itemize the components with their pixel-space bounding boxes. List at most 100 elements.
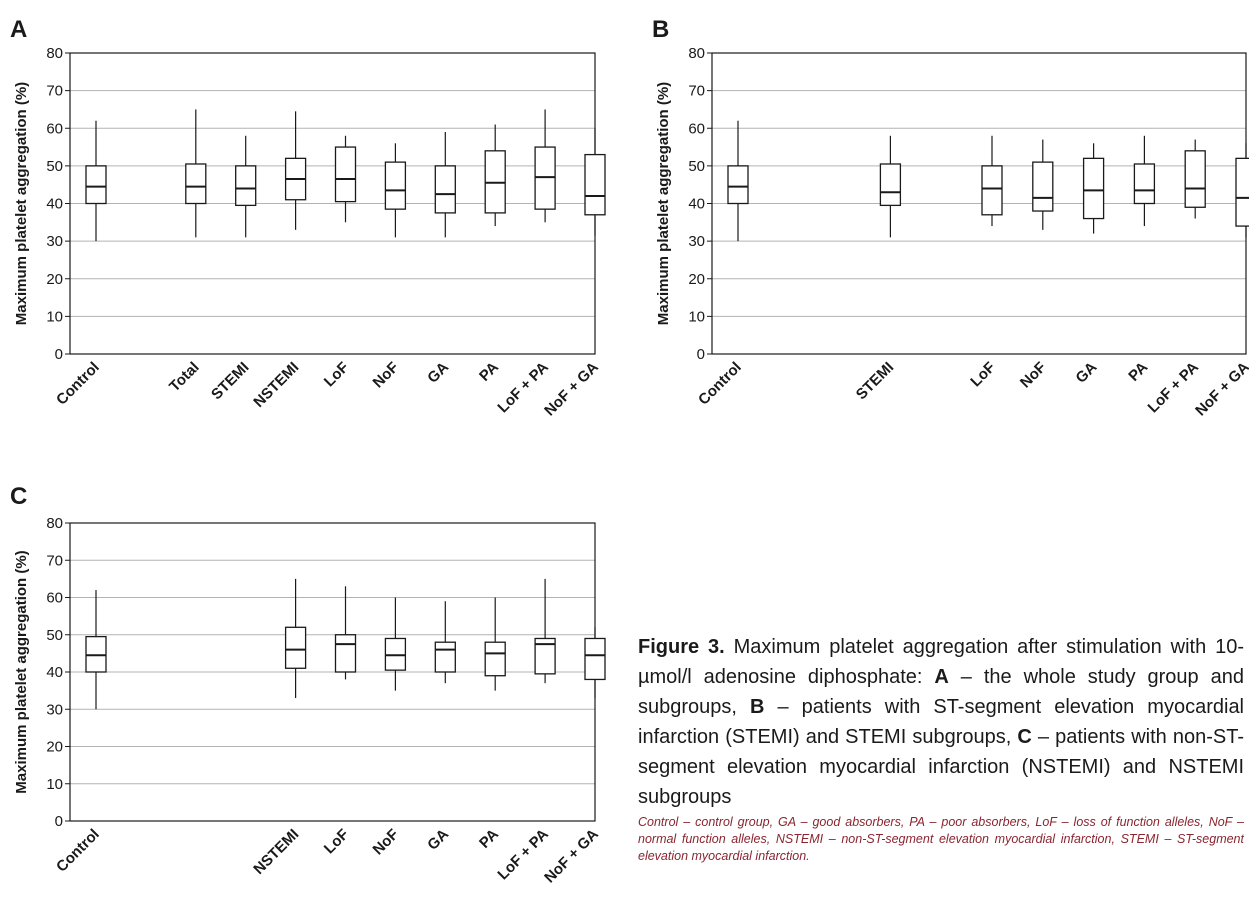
y-tick-label: 80 [46, 515, 63, 532]
box-control [85, 590, 107, 710]
category-label: NSTEMI [250, 826, 302, 878]
box-pa [1133, 135, 1156, 227]
iqr-box [534, 637, 556, 675]
iqr-box [185, 163, 207, 205]
box-nof [384, 143, 407, 238]
box-stemi [235, 135, 257, 238]
y-tick-label: 30 [46, 701, 63, 718]
category-label: NSTEMI [250, 359, 302, 411]
category-label: PA [1125, 359, 1151, 385]
category-label: LoF [967, 359, 998, 390]
box-total [185, 109, 207, 238]
iqr-box [879, 163, 902, 207]
box-stemi [879, 135, 902, 238]
figure-caption: Figure 3. Maximum platelet aggregation a… [638, 632, 1244, 864]
box-nof-ga [1235, 143, 1249, 238]
category-label: PA [476, 826, 502, 852]
box-lof [981, 135, 1003, 227]
box-ga [1082, 143, 1105, 234]
caption-item-text: – patients with ST-segment elevation myo… [638, 696, 1245, 748]
y-tick-label: 50 [46, 627, 63, 644]
category-label: GA [1072, 359, 1100, 387]
iqr-box [484, 641, 506, 677]
box-nstemi [284, 111, 307, 230]
category-label: Control [53, 359, 103, 409]
panel-letter: C [10, 483, 28, 510]
category-label: Total [166, 359, 203, 396]
category-label: NoF + GA [541, 826, 602, 887]
category-label: LoF [321, 826, 352, 857]
y-tick-label: 40 [46, 664, 63, 681]
y-tick-label: 0 [55, 813, 63, 830]
iqr-box [434, 165, 456, 214]
box-nof [1032, 139, 1054, 230]
box-lof-pa [534, 578, 556, 684]
iqr-box [434, 641, 456, 673]
iqr-box [1082, 157, 1105, 220]
iqr-box [1133, 163, 1156, 205]
y-tick-label: 30 [688, 233, 705, 250]
box-nof-ga [584, 627, 606, 699]
category-label: PA [476, 359, 502, 385]
iqr-box [981, 165, 1003, 216]
box-plot-b: 0 10 20 30 40 50 60 70 80 Maximum platelet aggreg… [655, 45, 1249, 420]
iqr-box [1184, 150, 1206, 208]
box-plot-a: 0 10 20 30 40 50 60 70 80 Maximum platelet aggreg… [13, 45, 606, 420]
box-nof-ga [584, 128, 606, 236]
y-tick-label: 50 [688, 158, 705, 175]
category-label: GA [424, 826, 452, 854]
chart-panel-c: C 0 10 20 30 40 50 60 70 80 Maximum platelet aggr… [10, 483, 606, 895]
box-lof-pa [534, 109, 556, 223]
caption-intro: Maximum platelet aggregation after stimu… [638, 636, 1245, 688]
category-label: NoF [370, 359, 403, 392]
y-tick-label: 30 [46, 233, 63, 250]
box-lof-pa [1184, 139, 1206, 219]
y-tick-label: 20 [46, 271, 63, 288]
box-plot-c: 0 10 20 30 40 50 60 70 80 Maximum platelet aggreg… [13, 515, 606, 887]
iqr-box [727, 165, 749, 205]
caption-item-text: – the whole study group and subgroups, [638, 666, 1244, 718]
box-lof [334, 135, 357, 223]
caption-item-text: – patients with non-ST-segment elevation… [638, 726, 1245, 808]
chart-panel-a: A 0 10 20 30 40 50 60 70 80 Maximum platelet aggr… [10, 16, 606, 458]
y-tick-label: 60 [46, 120, 63, 137]
iqr-box [1032, 161, 1054, 212]
iqr-box [334, 634, 357, 673]
category-label: LoF [321, 359, 352, 390]
category-label: Control [695, 359, 745, 409]
y-tick-label: 70 [46, 83, 63, 100]
y-tick-label: 10 [688, 308, 705, 325]
category-label: NoF + GA [1192, 359, 1249, 420]
y-tick-label: 70 [688, 83, 705, 100]
iqr-box [584, 153, 606, 216]
y-tick-label: 60 [688, 120, 705, 137]
y-tick-label: 70 [46, 552, 63, 569]
iqr-box [1235, 157, 1249, 227]
box-control [727, 120, 749, 242]
category-label: NoF [1017, 359, 1050, 392]
box-pa [484, 124, 506, 227]
category-label: NoF + GA [541, 359, 602, 420]
category-label: NoF [370, 826, 403, 859]
figure-label: Figure 3. [638, 636, 725, 658]
iqr-box [284, 626, 307, 669]
category-label: Control [53, 826, 103, 876]
y-tick-label: 40 [46, 196, 63, 213]
iqr-box [334, 146, 357, 203]
y-tick-label: 20 [46, 739, 63, 756]
category-label: GA [424, 359, 452, 387]
iqr-box [85, 165, 107, 205]
caption-item-letter: C [1017, 726, 1032, 748]
iqr-box [584, 637, 606, 681]
box-pa [484, 597, 506, 691]
panel-letter: A [10, 16, 28, 43]
y-tick-label: 10 [46, 776, 63, 793]
category-label: STEMI [853, 359, 897, 403]
y-axis-label: Maximum platelet aggregation (%) [655, 82, 672, 325]
box-ga [434, 132, 456, 238]
caption-text: Figure 3. Maximum platelet aggregation a… [638, 632, 1244, 812]
box-nstemi [284, 578, 307, 699]
y-tick-label: 0 [697, 346, 705, 363]
y-tick-label: 0 [55, 346, 63, 363]
box-lof [334, 586, 357, 680]
